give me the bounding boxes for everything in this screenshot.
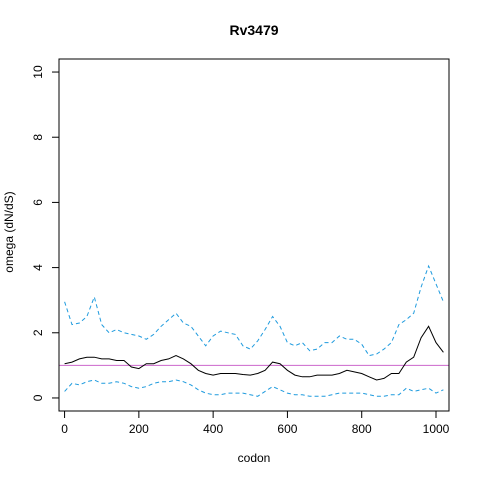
series-line-3	[64, 379, 444, 397]
y-axis-label: omega (dN/dS)	[2, 191, 16, 272]
y-tick-label: 4	[31, 264, 45, 271]
x-tick-label: 200	[129, 422, 149, 436]
x-axis-label: codon	[238, 451, 271, 465]
y-tick-label: 10	[31, 65, 45, 79]
x-tick-label: 800	[352, 422, 372, 436]
series-line-1	[64, 325, 444, 381]
y-tick-label: 6	[31, 199, 45, 206]
x-tick-label: 0	[61, 422, 68, 436]
x-tick-label: 600	[277, 422, 297, 436]
y-tick-label: 2	[31, 329, 45, 336]
x-axis: 0 200 400 600 800 1000	[61, 410, 450, 436]
y-tick-label: 0	[31, 394, 45, 401]
plot-frame	[58, 58, 450, 412]
x-tick-label: 400	[203, 422, 223, 436]
x-tick-label: 1000	[423, 422, 450, 436]
chart-title: Rv3479	[229, 22, 278, 38]
plot-area	[59, 264, 449, 397]
series-line-2	[64, 264, 444, 357]
y-tick-label: 8	[31, 134, 45, 141]
y-axis: 0 2 4 6 8 10	[31, 65, 60, 401]
